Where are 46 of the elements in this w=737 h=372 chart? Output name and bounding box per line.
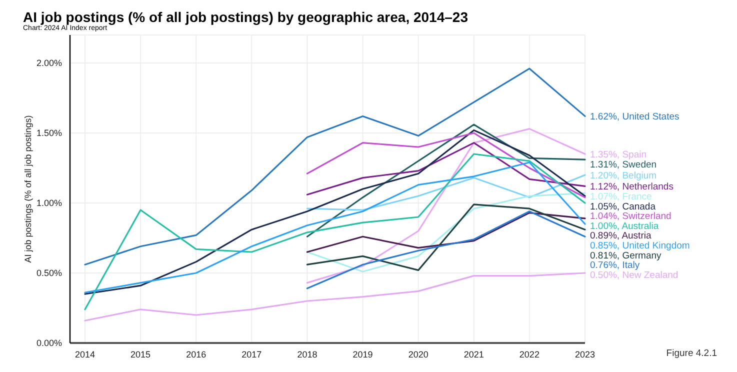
x-tick-label: 2018: [297, 349, 318, 360]
x-tick-label: 2020: [408, 349, 428, 360]
text: 1.62%, United States: [590, 112, 680, 123]
y-tick-label: 2.00%: [36, 58, 62, 68]
line-series: [306, 128, 586, 284]
text: 0.50%, New Zealand: [590, 270, 678, 281]
text: 0.81%, Germany: [590, 250, 662, 262]
line-series: [306, 132, 586, 198]
text: 1.07%, France: [590, 192, 652, 202]
text: 1.31%, Sweden: [590, 159, 657, 170]
x-tick-label: 2021: [464, 349, 484, 360]
x-tick-label: 2022: [519, 349, 540, 360]
x-tick-label: 2023: [574, 349, 596, 360]
text: 1.05%, Canada: [590, 201, 656, 212]
line-series: [84, 129, 586, 295]
chart-title: AI job postings (% of all job postings) by geographic area, 2014–23: [23, 9, 468, 25]
line-series: [84, 153, 586, 310]
line-series: [306, 192, 586, 272]
y-tick-label: 1.50%: [36, 128, 62, 138]
text: 1.35%, Spain: [590, 150, 647, 160]
line-series: [84, 272, 586, 322]
x-tick-label: 2015: [130, 349, 151, 360]
text: 0.76%, Italy: [590, 260, 640, 272]
caption: Figure 4.2.1: [666, 348, 717, 359]
y-tick-label: 1.00%: [36, 198, 62, 208]
y-tick-label: 0.00%: [36, 338, 62, 348]
text: 1.04%, Switzerland: [590, 211, 672, 222]
line-series: [84, 68, 586, 266]
line-series: [306, 174, 586, 211]
x-tick-label: 2019: [352, 349, 373, 360]
text: 1.12%, Netherlands: [590, 182, 674, 193]
line-series: [306, 210, 586, 290]
line-series: [306, 212, 586, 253]
line-series: [306, 204, 586, 271]
y-axis-title: AI job postings (% of all job postings): [23, 115, 34, 263]
x-tick-label: 2014: [74, 349, 96, 360]
x-tick-label: 2017: [242, 349, 262, 360]
text: 0.89%, Austria: [590, 230, 652, 242]
line-series: [306, 142, 586, 196]
text: 0.85%, United Kingdom: [590, 240, 690, 252]
line-series: [306, 124, 586, 238]
x-tick-label: 2016: [186, 349, 206, 360]
y-tick-label: 0.50%: [36, 268, 62, 278]
text: 1.20%, Belgium: [590, 170, 657, 182]
text: 1.00%, Australia: [590, 220, 659, 232]
line-series: [84, 162, 586, 294]
